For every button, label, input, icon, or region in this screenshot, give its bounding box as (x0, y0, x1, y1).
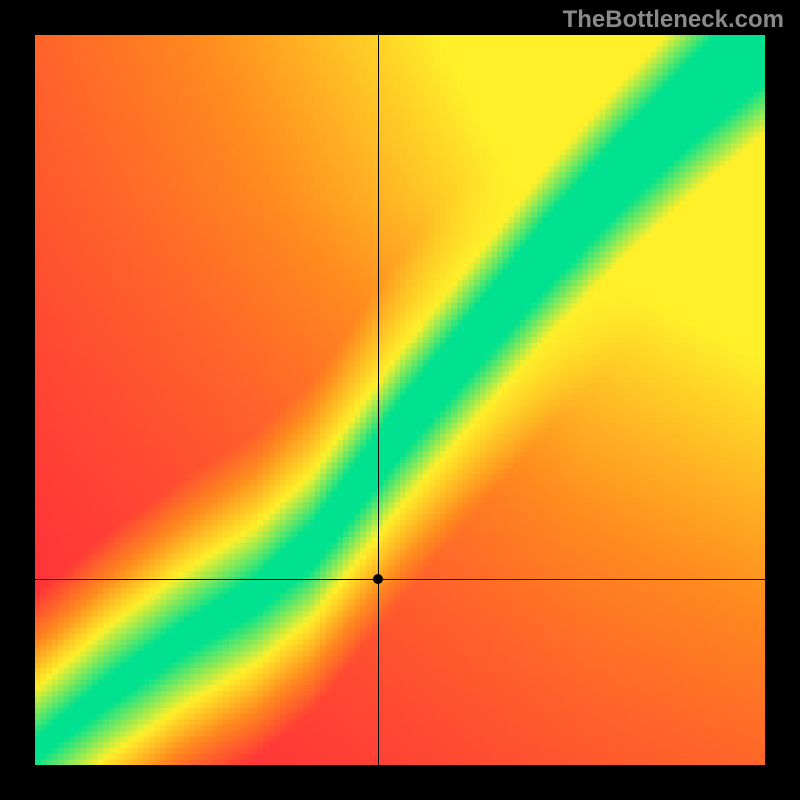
crosshair-marker (373, 574, 383, 584)
heatmap-plot (35, 35, 765, 765)
watermark-text: TheBottleneck.com (563, 6, 784, 34)
heatmap-canvas (35, 35, 765, 765)
crosshair-horizontal (35, 579, 765, 580)
crosshair-vertical (378, 35, 379, 765)
